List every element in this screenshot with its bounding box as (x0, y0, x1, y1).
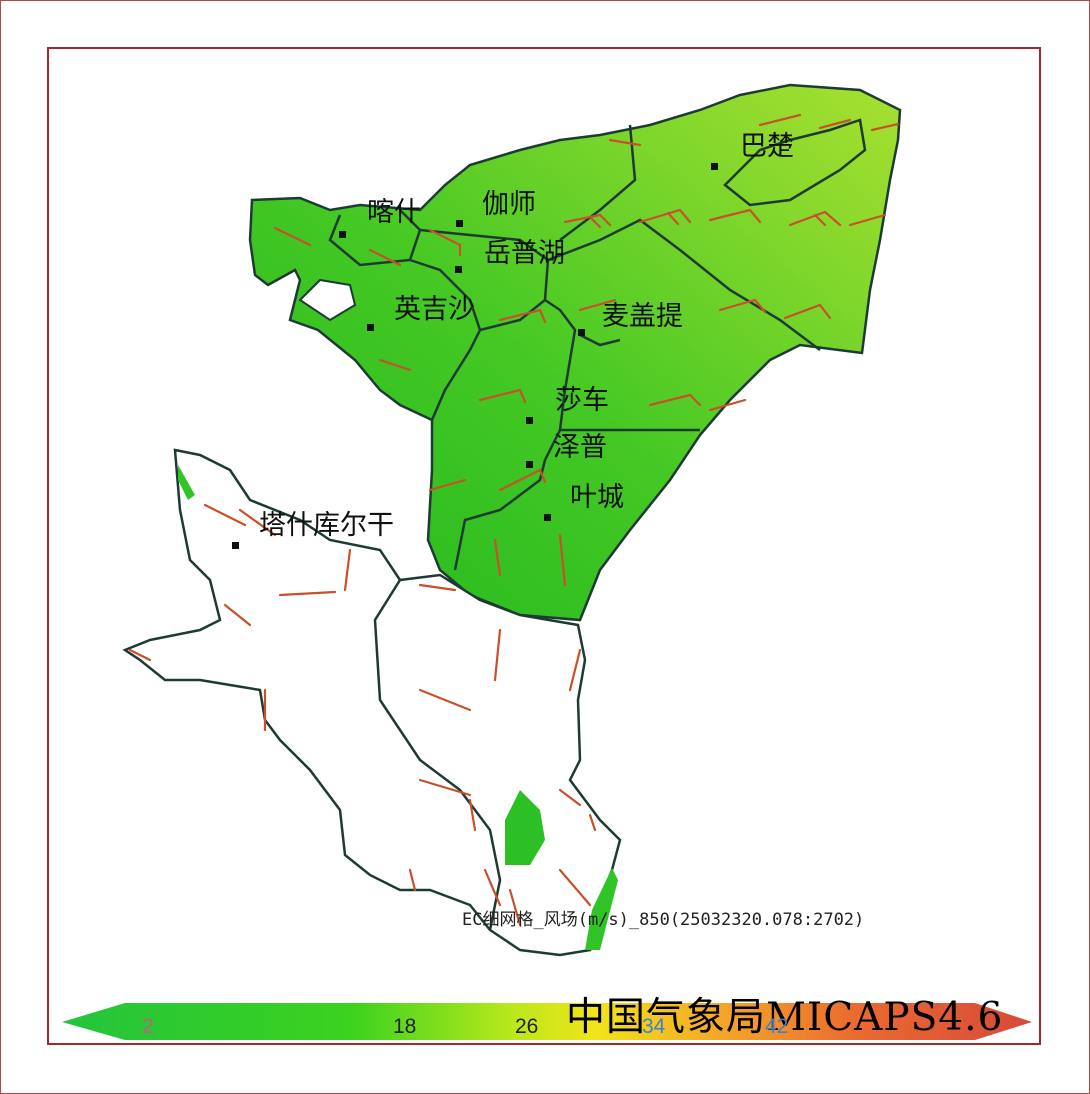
color-legend-bar (62, 1003, 1032, 1040)
city-dot-taxkorgan (232, 542, 239, 549)
city-dot-jiashi (456, 220, 463, 227)
white-inlet (298, 278, 357, 322)
wind-barbs (128, 113, 900, 927)
agency-label: 中国气象局MICAPS4.6 (566, 995, 1004, 1040)
city-label-kashgar: 喀什 (367, 197, 421, 228)
city-dot-kashgar (339, 231, 346, 238)
city-label-zepu: 泽普 (553, 432, 607, 463)
county-boundaries (328, 118, 867, 571)
city-dot-yingjisha (367, 324, 374, 331)
city-dot-maigaiti (578, 329, 585, 336)
green-patch-southeast (585, 868, 618, 950)
city-dot-yecheng (544, 514, 551, 521)
product-label: EC细网格_风场(m/s)_850(25032320.078:2702) (462, 910, 865, 930)
legend-tick-42: 42 (765, 1015, 789, 1038)
city-label-maigaiti: 麦盖提 (602, 301, 683, 332)
city-label-bachu: 巴楚 (740, 131, 794, 162)
city-label-taxkorgan: 塔什库尔干 (259, 510, 394, 541)
legend-tick-18: 18 (393, 1015, 417, 1038)
city-label-shache: 莎车 (555, 385, 609, 416)
city-label-yecheng: 叶城 (570, 482, 624, 513)
city-dot-yuepuhu (455, 266, 462, 273)
map-frame (47, 47, 1041, 1045)
city-dot-zepu (526, 461, 533, 468)
legend-tick-34: 34 (642, 1015, 666, 1038)
city-dot-shache (526, 417, 533, 424)
legend-tick-2: 2 (142, 1015, 154, 1038)
city-label-jiashi: 伽师 (482, 189, 536, 220)
legend-tick-26: 26 (515, 1015, 539, 1038)
inner-boundary-south (373, 579, 502, 931)
green-patch-west (178, 465, 195, 500)
city-label-yingjisha: 英吉沙 (394, 294, 475, 325)
city-dot-bachu (711, 163, 718, 170)
southern-region-outline (122, 448, 622, 957)
city-label-yuepuhu: 岳普湖 (484, 238, 565, 269)
green-patch-south (505, 790, 545, 865)
kashgar-region-fill (248, 83, 902, 622)
